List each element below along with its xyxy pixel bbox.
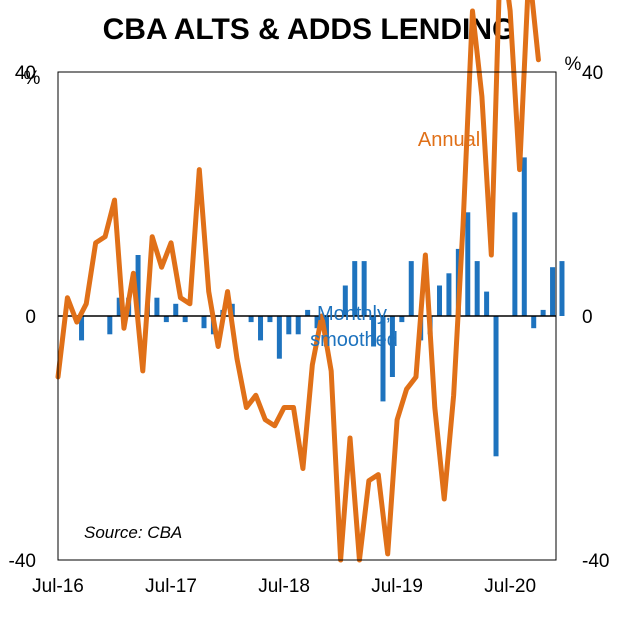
monthly-bar: [116, 297, 122, 316]
monthly-bar: [286, 316, 292, 335]
monthly-bar: [276, 316, 282, 359]
x-ticks: Jul-16 Jul-17 Jul-18 Jul-19 Jul-20: [32, 576, 536, 597]
monthly-bar: [474, 261, 480, 316]
monthly-bar: [446, 273, 452, 316]
right-axis-unit: %: [565, 54, 582, 75]
left-y-tick-label: -40: [9, 551, 36, 572]
monthly-bar: [163, 316, 169, 323]
monthly-bar: [182, 316, 188, 323]
monthly-bar: [295, 316, 301, 335]
right-y-tick-label: 0: [582, 307, 593, 328]
annual-line-group: [55, 0, 541, 563]
monthly-bar: [408, 261, 414, 316]
monthly-bar: [521, 157, 527, 316]
monthly-bar: [512, 212, 518, 316]
left-y-ticks: 40 0 -40: [9, 63, 36, 572]
monthly-bar: [314, 316, 320, 329]
monthly-bar: [531, 316, 537, 329]
x-tick-label: Jul-19: [371, 576, 423, 597]
monthly-bar: [371, 316, 377, 347]
left-y-tick-label: 0: [25, 307, 36, 328]
monthly-bar: [267, 316, 273, 323]
x-tick-label: Jul-18: [258, 576, 310, 597]
monthly-bar: [154, 297, 160, 316]
monthly-bar: [493, 316, 499, 457]
x-tick-label: Jul-17: [145, 576, 197, 597]
monthly-bar: [361, 261, 367, 316]
monthly-series-label-line2: smoothed: [310, 329, 398, 351]
left-y-tick-label: 40: [15, 63, 36, 84]
monthly-bar: [79, 316, 85, 341]
chart-title: CBA ALTS & ADDS LENDING: [103, 13, 516, 46]
plot-frame: [57, 71, 557, 561]
monthly-bar: [135, 255, 141, 316]
monthly-bar: [248, 316, 254, 323]
right-y-tick-label: -40: [582, 551, 609, 572]
monthly-series-label-line1: Monthly,: [317, 303, 391, 325]
monthly-bar: [305, 309, 311, 316]
x-tick-label: Jul-20: [484, 576, 536, 597]
right-y-tick-label: 40: [582, 63, 603, 84]
monthly-bar: [484, 291, 490, 316]
monthly-bar: [540, 309, 546, 316]
monthly-bar: [399, 316, 405, 323]
monthly-bar: [258, 316, 264, 341]
monthly-bar: [437, 285, 443, 316]
monthly-bar: [465, 212, 471, 316]
monthly-bar: [389, 316, 395, 377]
right-y-ticks: 40 0 -40: [582, 63, 609, 572]
annual-series-label: Annual: [418, 129, 480, 151]
annual-line: [55, 0, 541, 563]
source-note: Source: CBA: [84, 523, 182, 542]
left-axis-unit: %: [24, 68, 41, 89]
monthly-bar: [342, 285, 348, 316]
monthly-bar: [380, 316, 386, 402]
monthly-bar: [550, 267, 556, 316]
monthly-bar: [201, 316, 207, 329]
monthly-bar: [352, 261, 358, 316]
monthly-bar: [173, 303, 179, 316]
x-tick-label: Jul-16: [32, 576, 84, 597]
monthly-bar: [107, 316, 113, 335]
monthly-bar: [559, 261, 565, 316]
